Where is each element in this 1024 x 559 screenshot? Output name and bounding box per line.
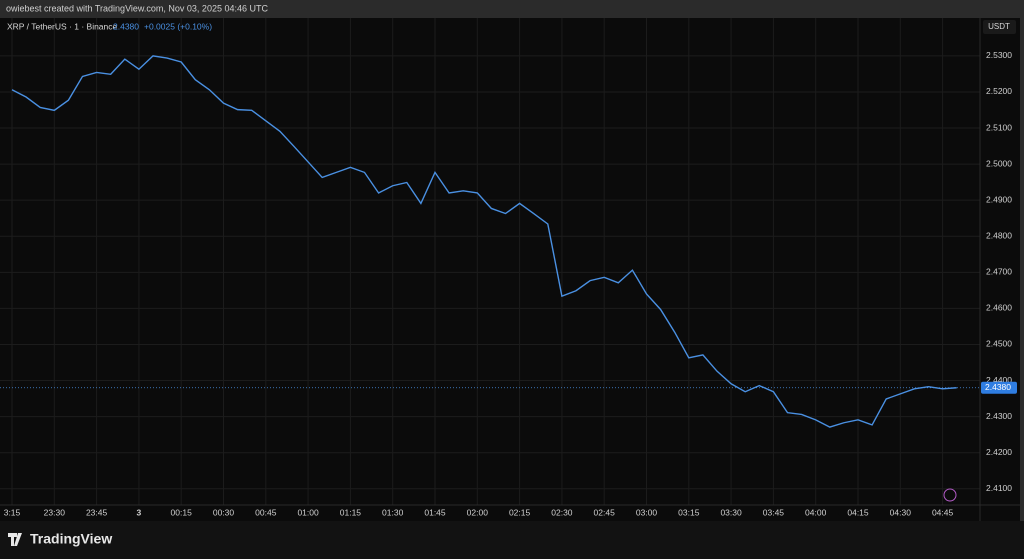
y-tick-label: 2.4100 <box>986 483 1012 493</box>
x-tick-label: 04:45 <box>932 507 954 517</box>
y-tick-label: 2.5100 <box>986 122 1012 132</box>
y-tick-label: 2.4300 <box>986 411 1012 421</box>
x-tick-label: 01:30 <box>382 507 404 517</box>
x-tick-label: 03:45 <box>763 507 785 517</box>
currency-box[interactable] <box>983 20 1016 34</box>
change: +0.0025 (+0.10%) <box>144 21 212 31</box>
x-tick-label: 23:45 <box>86 507 108 517</box>
flash-icon[interactable] <box>943 488 957 502</box>
y-tick-label: 2.4700 <box>986 267 1012 277</box>
credit: owiebest created with TradingView.com, N… <box>6 3 268 13</box>
x-tick-label: 01:15 <box>340 507 362 517</box>
x-tick-label: 3 <box>137 507 142 517</box>
x-tick-label: 01:00 <box>297 507 319 517</box>
chart-bg <box>0 18 1020 521</box>
x-tick-label: 02:30 <box>551 507 573 517</box>
currency[interactable]: USDT <box>988 22 1010 31</box>
y-tick-label: 2.5200 <box>986 86 1012 96</box>
x-tick-label: 3:15 <box>4 507 21 517</box>
y-tick-label: 2.4400 <box>986 375 1012 385</box>
x-tick-label: 04:30 <box>890 507 912 517</box>
footer-bg <box>0 521 1024 559</box>
x-tick-label: 00:15 <box>171 507 193 517</box>
y-tick-label: 2.4200 <box>986 447 1012 457</box>
y-tick-label: 2.4900 <box>986 194 1012 204</box>
x-tick-label: 04:15 <box>847 507 869 517</box>
last-price-tag <box>981 381 1017 394</box>
logo <box>8 533 22 546</box>
y-tick-label: 2.5000 <box>986 158 1012 168</box>
y-tick-label: 2.4500 <box>986 339 1012 349</box>
x-tick-label: 04:00 <box>805 507 827 517</box>
x-tick-label: 03:15 <box>678 507 700 517</box>
x-tick-label: 03:00 <box>636 507 658 517</box>
x-tick-label: 02:15 <box>509 507 531 517</box>
price-line <box>11 55 957 428</box>
x-tick-label: 00:45 <box>255 507 277 517</box>
x-tick-label: 03:30 <box>720 507 742 517</box>
y-tick-label: 2.4600 <box>986 303 1012 313</box>
x-tick-label: 00:30 <box>213 507 235 517</box>
x-tick-label: 23:30 <box>44 507 66 517</box>
brand: TradingView <box>30 531 112 547</box>
symbol: XRP / TetherUS · 1 · Binance <box>7 21 118 31</box>
x-tick-label: 02:45 <box>594 507 616 517</box>
y-tick-label: 2.4800 <box>986 230 1012 240</box>
header-price: 2.4380 <box>113 21 139 31</box>
x-tick-label: 01:45 <box>424 507 446 517</box>
x-tick-label: 02:00 <box>467 507 489 517</box>
y-tick-label: 2.5300 <box>986 50 1012 60</box>
last-price-label: 2.4380 <box>985 382 1011 392</box>
